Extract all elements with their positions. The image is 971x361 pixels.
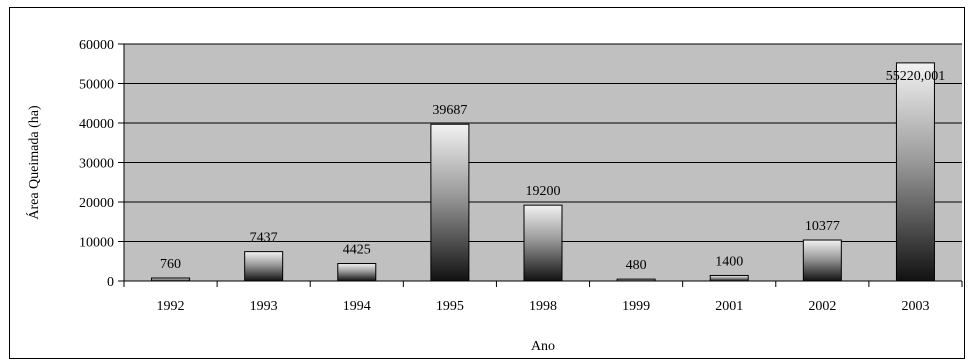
bar-1994 (337, 263, 377, 282)
x-tick-label-2002: 2002 (808, 299, 836, 314)
x-tick-label-1992: 1992 (157, 299, 185, 314)
data-label-1999: 480 (626, 258, 647, 273)
y-tick-label: 50000 (79, 78, 114, 93)
y-axis-title: Área Queimada (ha) (25, 105, 42, 220)
y-tick-label: 40000 (79, 117, 114, 132)
data-label-1994: 4425 (343, 243, 371, 258)
bars (151, 62, 935, 282)
y-tick-label: 30000 (79, 157, 114, 172)
axes (118, 43, 963, 287)
x-tick-label-1993: 1993 (250, 299, 278, 314)
data-label-1998: 19200 (526, 184, 561, 199)
x-tick-label-1995: 1995 (436, 299, 464, 314)
bar-2003 (895, 62, 935, 282)
data-label-1995: 39687 (432, 103, 467, 118)
x-tick-label-1998: 1998 (529, 299, 557, 314)
bar-2002 (802, 239, 842, 282)
gridlines (124, 43, 962, 242)
data-label-2003: 55220,001 (886, 69, 946, 84)
x-tick-label-1994: 1994 (343, 299, 371, 314)
bar-1998 (523, 204, 563, 282)
x-tick-label-2003: 2003 (901, 299, 929, 314)
x-tick-label-1999: 1999 (622, 299, 650, 314)
bar-1993 (244, 251, 284, 282)
bar-1995 (430, 123, 470, 282)
bar-2001 (709, 274, 749, 282)
y-tick-label: 60000 (79, 38, 114, 53)
x-axis-title: Ano (531, 339, 555, 354)
y-tick-label: 10000 (79, 236, 114, 251)
data-labels: 760 7437 4425 39687 19200 480 1400 10377 55220,0… (160, 69, 945, 273)
y-axis-tick-labels: 0 10000 20000 30000 40000 50000 60000 (79, 38, 114, 290)
data-label-2001: 1400 (715, 254, 743, 269)
y-tick-label: 0 (107, 275, 114, 290)
x-axis-tick-labels: 1992 1993 1994 1995 1998 1999 2001 2002 2003 (157, 299, 930, 314)
y-tick-label: 20000 (79, 196, 114, 211)
data-label-2002: 10377 (805, 219, 840, 234)
data-label-1993: 7437 (250, 231, 278, 246)
x-tick-label-2001: 2001 (715, 299, 743, 314)
data-label-1992: 760 (160, 257, 181, 272)
